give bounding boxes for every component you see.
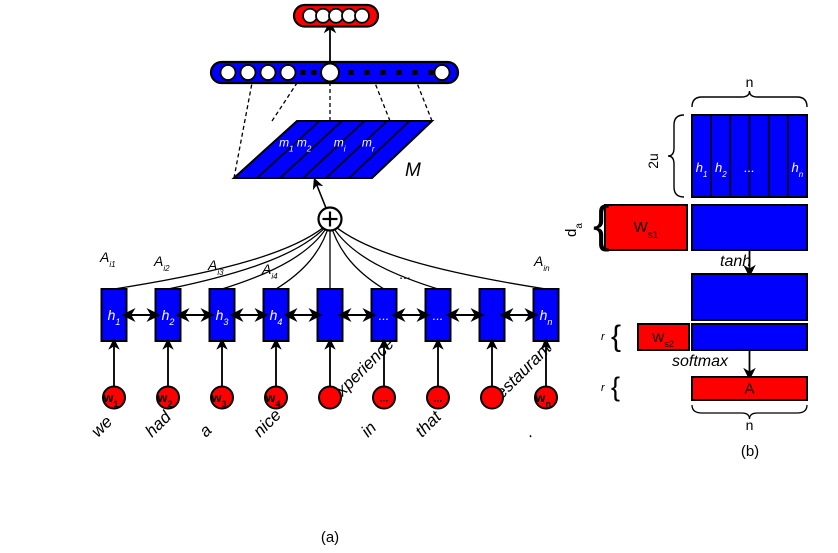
svg-text:M: M [405,160,421,181]
svg-text:{: { [611,320,621,353]
svg-text:...: ... [433,308,444,323]
svg-text:{: { [593,196,610,252]
svg-text:.: . [519,424,536,441]
svg-text:da: da [563,223,585,237]
svg-text:a: a [195,421,215,441]
svg-text:Ain: Ain [533,253,550,273]
svg-text:(b): (b) [741,443,759,460]
svg-text:r: r [601,331,606,343]
svg-text:...: ... [379,308,390,323]
svg-text:...: ... [744,160,755,175]
svg-text:{: { [611,372,620,402]
svg-text:Ai4: Ai4 [261,261,278,281]
svg-text:that: that [411,406,445,440]
svg-text:Ai2: Ai2 [153,253,170,273]
svg-text:we: we [87,412,116,441]
svg-text:...: ... [380,394,389,405]
svg-text:...: ... [434,394,443,405]
svg-text:n: n [746,417,754,433]
svg-text:nice: nice [249,405,284,440]
svg-text:Ai1: Ai1 [99,249,116,269]
svg-text:Ai3: Ai3 [207,257,224,277]
svg-text:2u: 2u [645,153,661,169]
svg-text:had: had [141,407,175,441]
svg-text:r: r [601,382,606,394]
svg-text:softmax: softmax [672,353,729,370]
svg-text:in: in [357,418,380,441]
svg-text:A: A [744,381,754,398]
svg-text:(a): (a) [321,529,339,546]
svg-text:...: ... [399,266,411,282]
svg-text:tanh: tanh [720,253,751,270]
svg-text:n: n [746,74,754,90]
